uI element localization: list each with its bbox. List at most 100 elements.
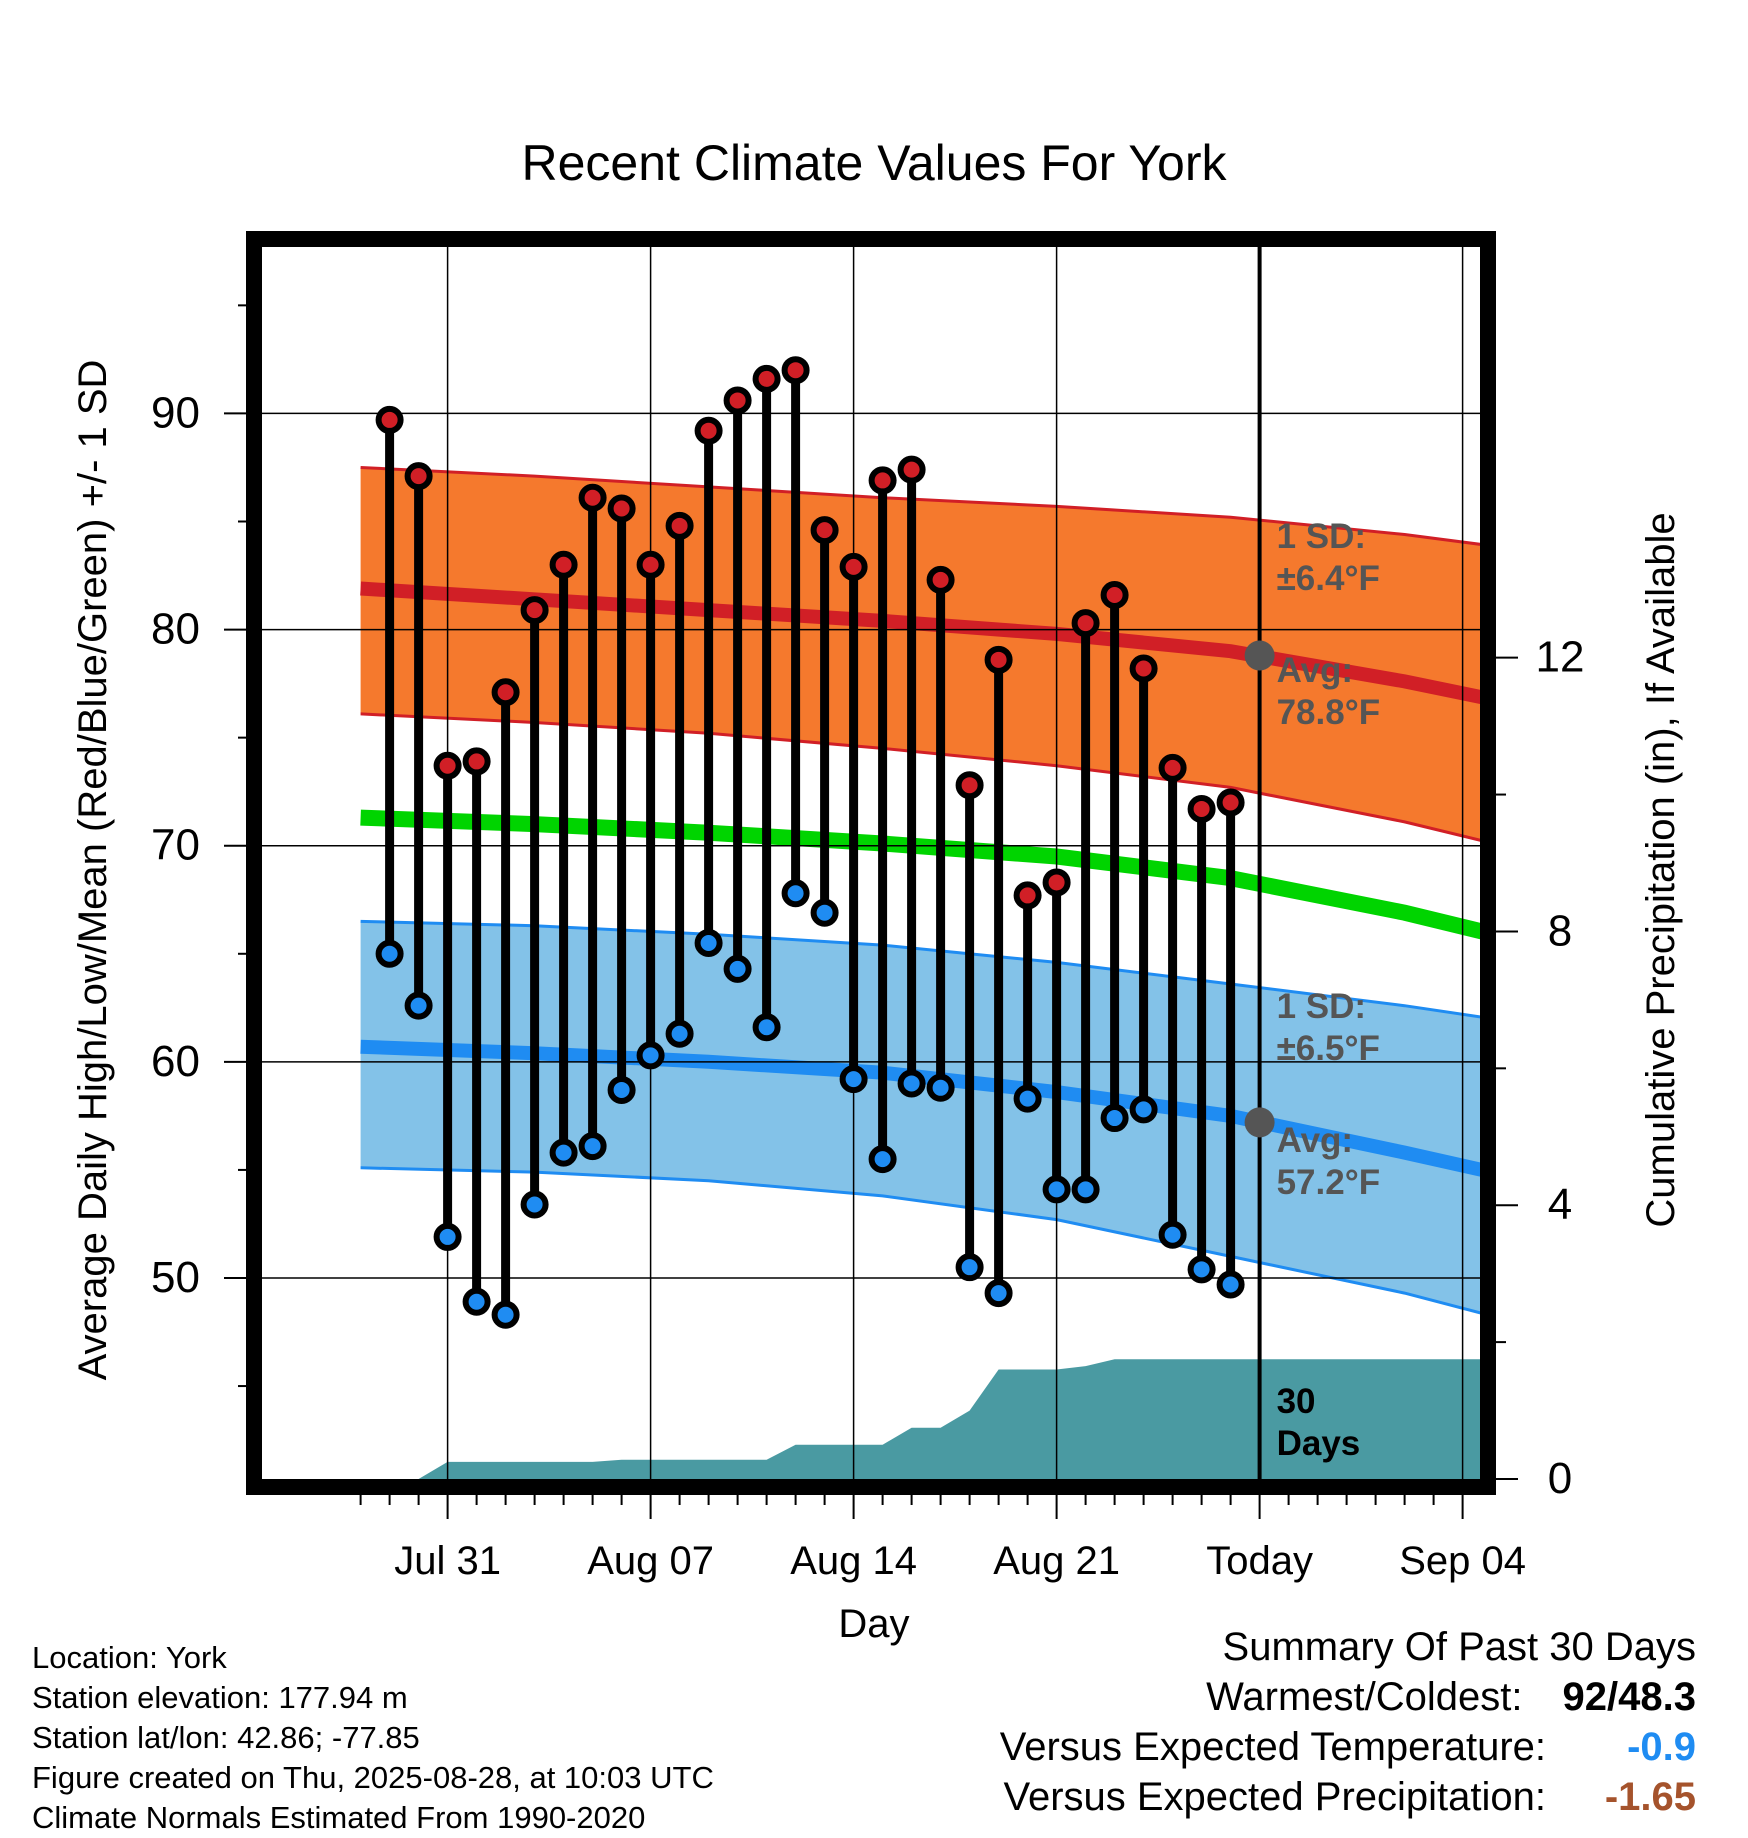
daily-high-point bbox=[549, 550, 578, 579]
daily-high-point bbox=[665, 511, 694, 540]
low-avg-annotation-line: Avg: bbox=[1277, 1121, 1353, 1160]
daily-low-point bbox=[578, 1132, 607, 1161]
temp-anomaly-value: -0.9 bbox=[1627, 1725, 1696, 1769]
daily-high-point bbox=[752, 364, 781, 393]
station-info: Location: York Station elevation: 177.94… bbox=[32, 1638, 714, 1838]
high-sd-annotation-line: 1 SD: bbox=[1277, 517, 1366, 556]
daily-low-point bbox=[955, 1253, 984, 1282]
high-avg-annotation-line: 78.8°F bbox=[1277, 693, 1381, 732]
x-tick-label: Today bbox=[1206, 1539, 1313, 1583]
normals-period: Climate Normals Estimated From 1990-2020 bbox=[32, 1800, 646, 1835]
y-tick-label: 90 bbox=[151, 388, 200, 437]
daily-low-point bbox=[868, 1145, 897, 1174]
y-tick-label: 60 bbox=[151, 1037, 200, 1086]
x-tick-label: Sep 04 bbox=[1399, 1539, 1526, 1583]
daily-high-point bbox=[636, 550, 665, 579]
precip-anomaly-label: Versus Expected Precipitation: bbox=[1003, 1775, 1546, 1819]
today-high-avg-point bbox=[1244, 640, 1275, 671]
plot-frame bbox=[246, 231, 1496, 1495]
x-tick-label: Aug 14 bbox=[790, 1539, 917, 1583]
low-avg-annotation-line: 57.2°F bbox=[1277, 1163, 1381, 1202]
x-tick-label: Aug 21 bbox=[993, 1539, 1120, 1583]
daily-high-point bbox=[1100, 580, 1129, 609]
today-low-avg-point bbox=[1244, 1107, 1275, 1138]
high-sd-band-upper-edge bbox=[360, 466, 1480, 546]
daily-low-point bbox=[781, 879, 810, 908]
y2-axis-label: Cumulative Precipitation (in), If Availa… bbox=[1639, 512, 1683, 1227]
daily-low-point bbox=[375, 939, 404, 968]
daily-high-point bbox=[897, 455, 926, 484]
daily-high-point bbox=[955, 771, 984, 800]
summary-panel: Summary Of Past 30 Days Warmest/Coldest:… bbox=[1000, 1622, 1696, 1822]
daily-low-point bbox=[897, 1069, 926, 1098]
daily-low-point bbox=[1158, 1220, 1187, 1249]
daily-low-point bbox=[1187, 1255, 1216, 1284]
daily-high-point bbox=[462, 747, 491, 776]
y-tick-label: 70 bbox=[151, 821, 200, 870]
daily-low-point bbox=[1071, 1175, 1100, 1204]
daily-high-point bbox=[723, 386, 752, 415]
daily-high-point bbox=[607, 494, 636, 523]
warmest-label: Warmest/Coldest: bbox=[1206, 1675, 1523, 1719]
daily-low-point bbox=[636, 1041, 665, 1070]
observations bbox=[375, 356, 1245, 1329]
daily-high-point bbox=[694, 416, 723, 445]
daily-low-point bbox=[1013, 1084, 1042, 1113]
x-axis-label: Day bbox=[838, 1602, 909, 1646]
daily-high-point bbox=[781, 356, 810, 385]
daily-high-point bbox=[491, 678, 520, 707]
high-sd-annotation-line: ±6.4°F bbox=[1277, 559, 1380, 598]
daily-low-point bbox=[491, 1300, 520, 1329]
daily-high-point bbox=[839, 552, 868, 581]
y-axis-label: Average Daily High/Low/Mean (Red/Blue/Gr… bbox=[71, 360, 115, 1381]
station-latlon: Station lat/lon: 42.86; -77.85 bbox=[32, 1720, 420, 1755]
daily-low-point bbox=[433, 1222, 462, 1251]
summary-precip-row: Versus Expected Precipitation: -1.65 bbox=[1000, 1772, 1696, 1822]
daily-low-point bbox=[984, 1279, 1013, 1308]
summary-temp-row: Versus Expected Temperature: -0.9 bbox=[1000, 1722, 1696, 1772]
daily-low-point bbox=[1216, 1270, 1245, 1299]
daily-high-point bbox=[1013, 881, 1042, 910]
daily-high-point bbox=[1042, 868, 1071, 897]
days-annotation-line: 30 bbox=[1277, 1382, 1316, 1421]
y2-tick-label: 8 bbox=[1548, 906, 1572, 955]
figure-created: Figure created on Thu, 2025-08-28, at 10… bbox=[32, 1760, 714, 1795]
y-tick-label: 80 bbox=[151, 605, 200, 654]
low-sd-annotation-line: 1 SD: bbox=[1277, 987, 1366, 1026]
daily-low-point bbox=[462, 1287, 491, 1316]
days-annotation-line: Days bbox=[1277, 1424, 1361, 1463]
daily-low-point bbox=[723, 954, 752, 983]
precip-anomaly-value: -1.65 bbox=[1604, 1775, 1696, 1819]
daily-high-point bbox=[810, 516, 839, 545]
high-avg-annotation-line: Avg: bbox=[1277, 651, 1353, 690]
daily-low-point bbox=[549, 1138, 578, 1167]
chart-title: Recent Climate Values For York bbox=[522, 135, 1228, 191]
daily-high-point bbox=[868, 466, 897, 495]
daily-high-point bbox=[1187, 794, 1216, 823]
y-tick-label: 50 bbox=[151, 1253, 200, 1302]
daily-high-point bbox=[404, 462, 433, 491]
daily-low-point bbox=[926, 1073, 955, 1102]
daily-high-point bbox=[578, 483, 607, 512]
summary-warmest-row: Warmest/Coldest: 92/48.3 bbox=[1000, 1672, 1696, 1722]
station-location: Location: York bbox=[32, 1640, 227, 1675]
daily-low-point bbox=[1042, 1175, 1071, 1204]
daily-high-point bbox=[926, 565, 955, 594]
daily-high-point bbox=[1129, 654, 1158, 683]
daily-low-point bbox=[810, 898, 839, 927]
daily-low-point bbox=[694, 928, 723, 957]
y2-tick-label: 12 bbox=[1536, 633, 1585, 682]
daily-low-point bbox=[607, 1075, 636, 1104]
y2-tick-label: 0 bbox=[1548, 1454, 1572, 1503]
x-tick-label: Aug 07 bbox=[587, 1539, 714, 1583]
daily-low-point bbox=[839, 1065, 868, 1094]
daily-high-point bbox=[1071, 609, 1100, 638]
daily-high-point bbox=[984, 645, 1013, 674]
daily-low-point bbox=[520, 1190, 549, 1219]
x-tick-label: Jul 31 bbox=[394, 1539, 501, 1583]
summary-title: Summary Of Past 30 Days bbox=[1222, 1625, 1696, 1669]
daily-high-point bbox=[375, 405, 404, 434]
daily-high-point bbox=[433, 751, 462, 780]
